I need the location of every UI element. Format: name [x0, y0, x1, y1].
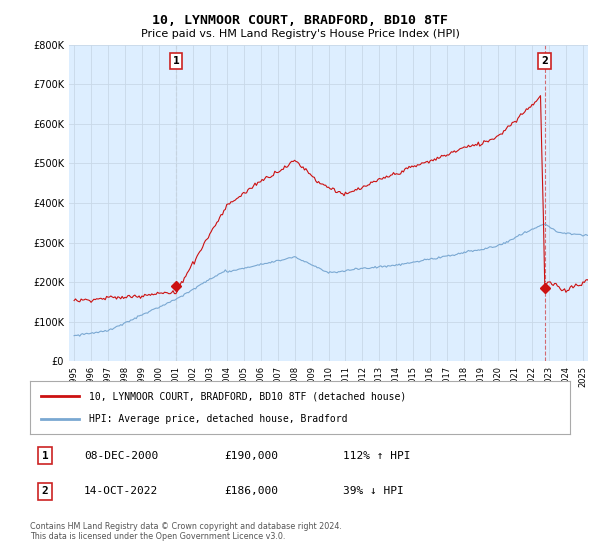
Text: 39% ↓ HPI: 39% ↓ HPI	[343, 486, 404, 496]
Text: 10, LYNMOOR COURT, BRADFORD, BD10 8TF: 10, LYNMOOR COURT, BRADFORD, BD10 8TF	[152, 14, 448, 27]
Text: 10, LYNMOOR COURT, BRADFORD, BD10 8TF (detached house): 10, LYNMOOR COURT, BRADFORD, BD10 8TF (d…	[89, 392, 407, 402]
Text: Price paid vs. HM Land Registry's House Price Index (HPI): Price paid vs. HM Land Registry's House …	[140, 29, 460, 39]
Text: 1: 1	[42, 451, 49, 461]
Text: 2: 2	[541, 55, 548, 66]
Text: 14-OCT-2022: 14-OCT-2022	[84, 486, 158, 496]
Text: 2: 2	[42, 486, 49, 496]
Text: Contains HM Land Registry data © Crown copyright and database right 2024.
This d: Contains HM Land Registry data © Crown c…	[30, 522, 342, 542]
Text: 1: 1	[172, 55, 179, 66]
Text: £186,000: £186,000	[224, 486, 278, 496]
Text: 112% ↑ HPI: 112% ↑ HPI	[343, 451, 410, 461]
Text: £190,000: £190,000	[224, 451, 278, 461]
Text: 08-DEC-2000: 08-DEC-2000	[84, 451, 158, 461]
Text: HPI: Average price, detached house, Bradford: HPI: Average price, detached house, Brad…	[89, 414, 348, 424]
